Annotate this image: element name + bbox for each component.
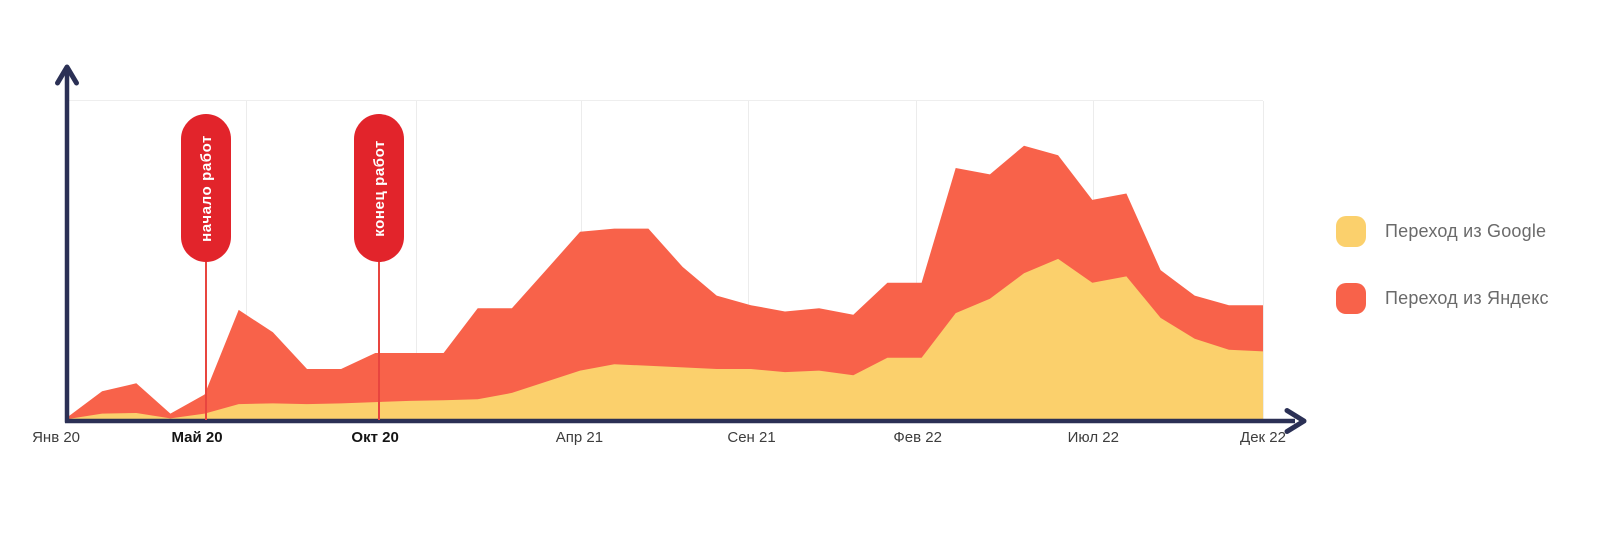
- x-tick-label: Янв 20: [32, 429, 81, 446]
- annotation-label: конец работ: [370, 139, 388, 237]
- x-tick-label: Июл 22: [1067, 429, 1119, 446]
- x-tick-label: Сен 21: [727, 429, 776, 446]
- gridline: [747, 101, 749, 420]
- series-areas: [68, 145, 1263, 420]
- annotation-pill: конец работ: [354, 114, 405, 262]
- legend-label: Переход из Яндекс: [1385, 288, 1549, 308]
- legend-label: Переход из Google: [1385, 221, 1547, 241]
- x-tick-label: Апр 21: [555, 429, 604, 446]
- legend-item: Переход из Яндекс: [1336, 283, 1549, 314]
- annotation-line: [378, 259, 381, 420]
- legend-swatch-icon: [1336, 283, 1366, 314]
- y-axis-arrow-icon: [55, 64, 79, 86]
- x-tick-label: Фев 22: [893, 429, 942, 446]
- legend-item: Переход из Google: [1336, 216, 1549, 247]
- annotation-line: [205, 259, 208, 420]
- google-area: [68, 258, 1263, 420]
- plot-area: начало работ конец работ: [68, 100, 1264, 420]
- x-tick-label: Дек 22: [1240, 429, 1286, 446]
- x-tick-label: Окт 20: [351, 429, 399, 446]
- gridline: [916, 101, 918, 420]
- annotation-label: начало работ: [197, 134, 215, 242]
- gridline: [246, 101, 248, 420]
- legend-swatch-icon: [1336, 216, 1366, 247]
- x-axis-labels: Янв 20 Май 20 Окт 20 Апр 21 Сен 21 Фев 22 Июл …: [0, 429, 1600, 451]
- annotation-pill: начало работ: [181, 114, 232, 262]
- x-tick-label: Май 20: [171, 429, 223, 446]
- gridline: [1263, 101, 1264, 420]
- gridline: [415, 101, 417, 420]
- legend: Переход из Google Переход из Яндекс: [1336, 216, 1549, 314]
